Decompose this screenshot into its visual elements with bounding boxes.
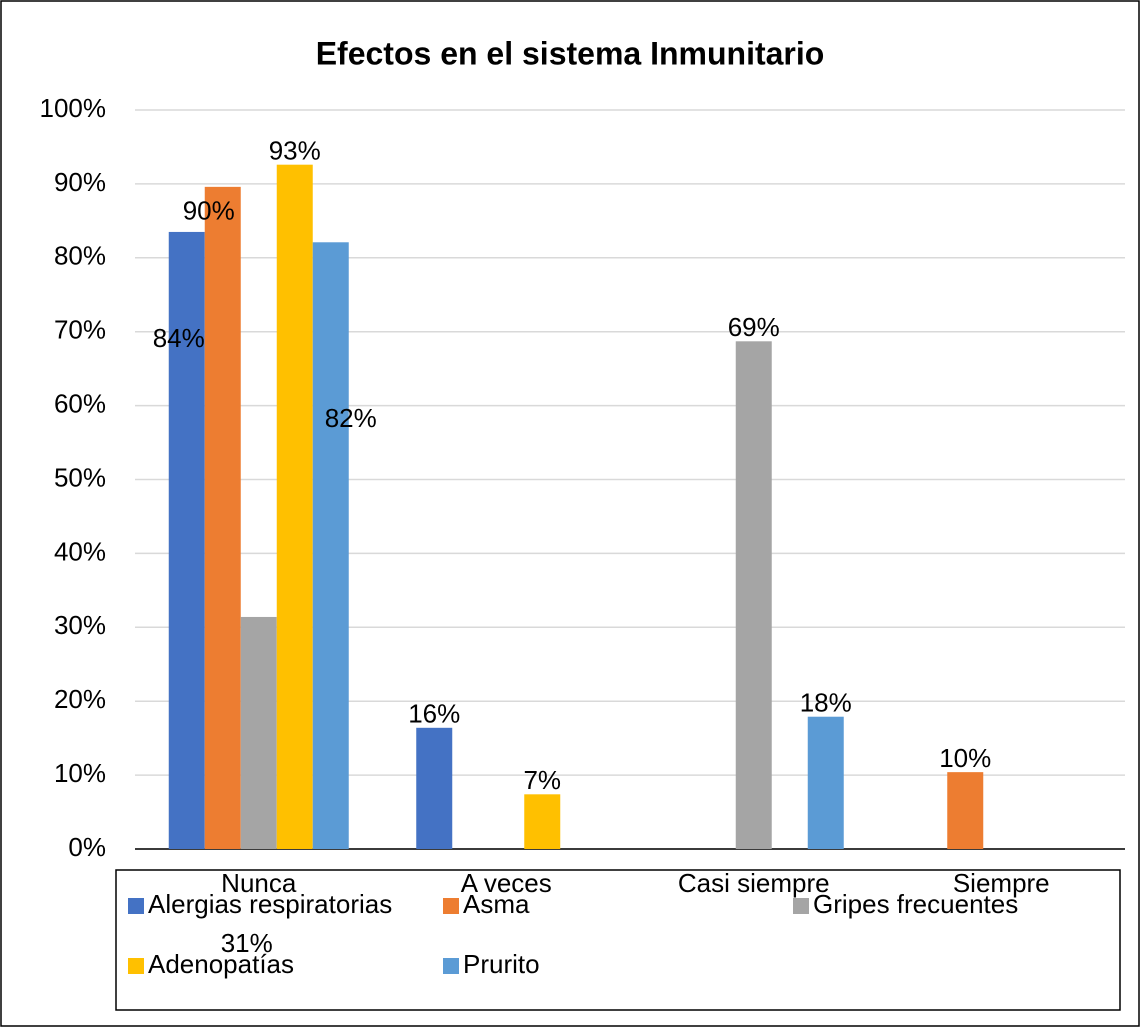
bar (735, 341, 772, 849)
legend-label: Asma (463, 889, 530, 919)
legend-swatch (793, 898, 809, 914)
legend-label: Prurito (463, 949, 540, 979)
data-label: 31% (221, 928, 273, 958)
data-label: 90% (183, 196, 235, 226)
bar (240, 616, 277, 849)
y-tick-label: 20% (54, 684, 106, 714)
y-tick-label: 40% (54, 536, 106, 566)
data-label: 84% (153, 323, 205, 353)
legend-swatch (443, 898, 459, 914)
bar (947, 772, 984, 849)
bar (807, 716, 844, 849)
data-label: 10% (939, 743, 991, 773)
y-tick-label: 10% (54, 758, 106, 788)
x-tick-label: Nunca (221, 868, 297, 898)
y-tick-label: 80% (54, 241, 106, 271)
x-tick-label: A veces (461, 868, 552, 898)
bar (416, 727, 453, 849)
x-tick-label: Siempre (953, 868, 1050, 898)
bar (168, 231, 205, 849)
legend-label: Alergias respiratorias (148, 889, 392, 919)
data-label: 69% (728, 312, 780, 342)
legend-box (115, 869, 1121, 1011)
y-tick-label: 30% (54, 610, 106, 640)
bar (312, 242, 349, 849)
data-label: 16% (408, 699, 460, 729)
legend-swatch (443, 958, 459, 974)
y-tick-label: 60% (54, 388, 106, 418)
legend-label: Adenopatías (148, 949, 294, 979)
data-label: 82% (325, 403, 377, 433)
bar (276, 164, 313, 849)
data-label: 93% (269, 136, 321, 166)
x-tick-label: Casi siempre (678, 868, 830, 898)
legend-swatch (128, 958, 144, 974)
chart-title: Efectos en el sistema Inmunitario (316, 35, 825, 71)
y-tick-label: 70% (54, 315, 106, 345)
data-label: 7% (523, 765, 561, 795)
y-tick-label: 100% (40, 93, 107, 123)
legend-swatch (128, 898, 144, 914)
bar (204, 186, 241, 849)
legend-label: Gripes frecuentes (813, 889, 1018, 919)
y-tick-label: 90% (54, 167, 106, 197)
data-label: 18% (800, 688, 852, 718)
y-tick-label: 0% (68, 832, 106, 862)
y-tick-label: 50% (54, 462, 106, 492)
bar (524, 794, 561, 849)
